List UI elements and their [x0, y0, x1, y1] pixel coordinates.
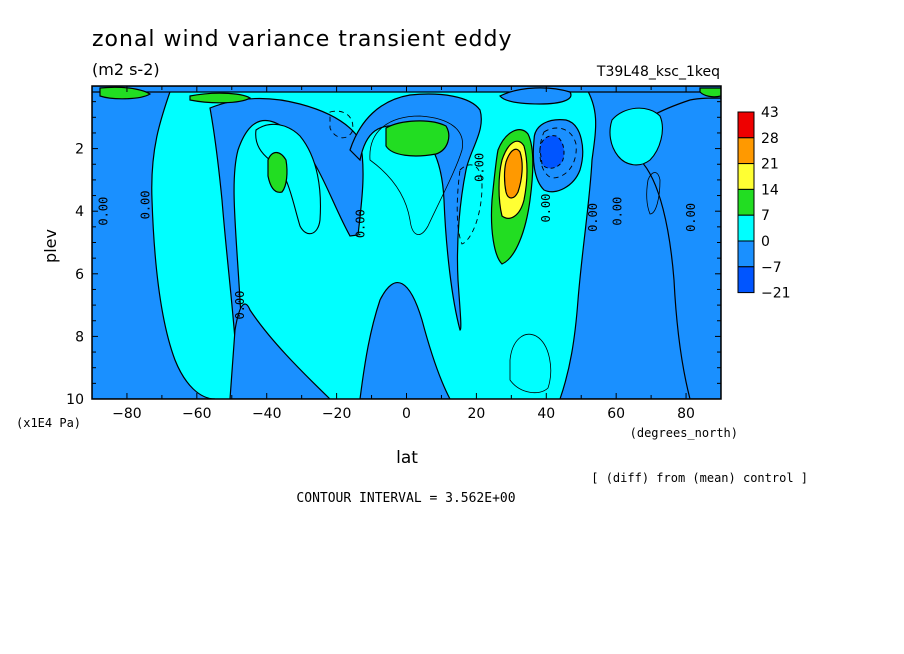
- x-axis-label: lat: [396, 448, 418, 468]
- positive-regions: [99, 86, 721, 265]
- colorbar-label: 7: [761, 208, 770, 224]
- x-tick-label: −80: [112, 406, 142, 422]
- x-tick-label: 60: [607, 406, 625, 422]
- colorbar-swatch: [737, 240, 755, 268]
- contour-interval: CONTOUR INTERVAL = 3.562E+00: [296, 491, 515, 506]
- zero-contour-label: 0.00: [354, 209, 368, 238]
- y-tick-label: 6: [75, 267, 84, 283]
- dashed-contour-jet: [456, 164, 483, 245]
- diff-note: [ (diff) from (mean) control ]: [591, 471, 808, 485]
- positive-blob-top-mid: [189, 92, 252, 104]
- colorbar-label: 14: [761, 182, 779, 198]
- x-tick-label: 20: [467, 406, 485, 422]
- colorbar-label: −21: [761, 286, 791, 302]
- positive-jet-orange: [503, 148, 523, 199]
- colorbar-swatch: [737, 111, 755, 139]
- negative-band-south-pole: [92, 86, 216, 399]
- thin-contour-north-upper: [646, 172, 661, 215]
- positive-blob-top-left: [99, 86, 152, 100]
- zero-contour-label: 0.00: [139, 190, 153, 219]
- dashed-contours: [329, 110, 577, 245]
- thin-contour-north-lower: [509, 334, 552, 394]
- y-axis-units: (x1E4 Pa): [16, 416, 81, 430]
- y-axis-label: plev: [41, 229, 60, 263]
- x-tick-label: −20: [322, 406, 352, 422]
- negative-band-south-low: [229, 303, 331, 399]
- x-tick-labels: −80 −60 −40 −20 0 20 40 60 80: [112, 406, 695, 422]
- zero-contour-labels: 0.00 0.00 0.00 0.00 0.00 0.00 0.00 0.00 0.00: [97, 153, 698, 320]
- contour-field: [92, 86, 721, 399]
- x-tick-label: −60: [182, 406, 212, 422]
- colorbar: 43 28 21 14 7 0 −7 −21: [737, 105, 791, 302]
- colorbar-label: 0: [761, 234, 770, 250]
- zero-contour-label: 0.00: [586, 203, 600, 232]
- colorbar-swatch: [737, 163, 755, 190]
- dashed-contour-south: [329, 110, 354, 139]
- negative-regions: [92, 86, 721, 399]
- y-tick-label: 2: [75, 142, 84, 158]
- y-tick-label: 8: [75, 329, 84, 345]
- colorbar-label: −7: [761, 260, 782, 276]
- run-label: T39L48_ksc_1keq: [596, 64, 720, 80]
- negative-blob-top: [499, 87, 572, 105]
- axis-ticks: [91, 85, 722, 400]
- zero-contour-label: 0.00: [97, 197, 111, 226]
- positive-blob-equator: [385, 120, 450, 157]
- zero-contour-label: 0.00: [472, 153, 486, 182]
- near-zero-island-north: [609, 107, 663, 166]
- colorbar-swatch: [737, 137, 755, 165]
- dashed-contour-north: [539, 127, 577, 179]
- zero-contour-label: 0.00: [233, 291, 247, 320]
- zero-contour-label: 0.00: [539, 194, 553, 223]
- colorbar-swatch: [737, 266, 755, 294]
- colorbar-label: 28: [761, 131, 779, 147]
- x-tick-label: 80: [677, 406, 695, 422]
- near-zero-islands: [255, 107, 663, 235]
- y-tick-label: 4: [75, 204, 84, 220]
- x-tick-label: 40: [537, 406, 555, 422]
- thin-contour-equator: [369, 115, 463, 235]
- y-tick-label: 10: [66, 392, 84, 408]
- negative-band-south-mid: [209, 97, 364, 355]
- colorbar-label: 21: [761, 157, 779, 173]
- x-tick-label: 0: [402, 406, 411, 422]
- zero-contour-label: 0.00: [610, 197, 624, 226]
- colorbar-swatch: [737, 188, 755, 216]
- positive-blob-south: [267, 151, 288, 193]
- negative-band-tropics: [359, 281, 451, 399]
- chart-units: (m2 s-2): [92, 60, 160, 79]
- thin-contours: [369, 115, 661, 394]
- y-tick-labels: 2 4 6 8 10: [66, 142, 84, 408]
- x-axis-units: (degrees_north): [630, 426, 738, 440]
- negative-core: [539, 135, 565, 169]
- chart-title: zonal wind variance transient eddy: [92, 27, 513, 52]
- colorbar-label: 43: [761, 105, 779, 121]
- x-tick-label: −40: [252, 406, 282, 422]
- zero-contour-label: 0.00: [684, 203, 698, 232]
- colorbar-swatch: [737, 214, 755, 242]
